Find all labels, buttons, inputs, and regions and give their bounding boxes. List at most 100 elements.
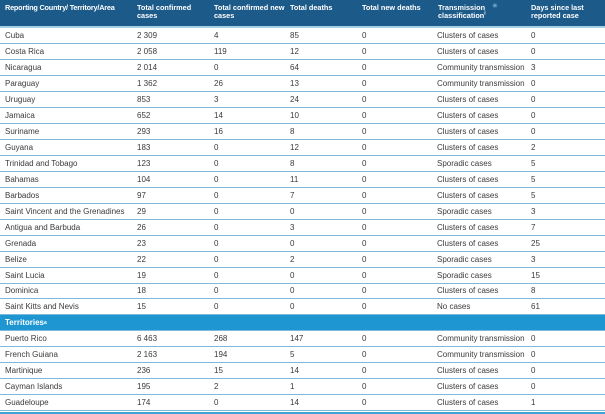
cell-transmission-classification: Clusters of cases (437, 94, 499, 104)
cell-total-confirmed-cases: 236 (137, 366, 151, 376)
table-row: Uruguay 853 3 24 0 Clusters of cases 0 (0, 91, 605, 108)
cell-total-confirmed-new-cases: 0 (214, 286, 219, 296)
table-row: Puerto Rico 6 463 268 147 0 Community transmi… (0, 331, 605, 348)
cell-total-new-deaths: 0 (362, 238, 367, 248)
table-row: Costa Rica 2 058 119 12 0 Clusters of cases 0 (0, 43, 605, 60)
cell-country-name: Paraguay (5, 78, 40, 88)
cell-days-since-last-reported: 3 (531, 206, 536, 216)
cell-transmission-classification: Clusters of cases (437, 238, 499, 248)
cell-total-new-deaths: 0 (362, 110, 367, 120)
cell-total-confirmed-cases: 293 (137, 126, 151, 136)
cell-days-since-last-reported: 5 (531, 190, 536, 200)
cell-country-name: Nicaragua (5, 62, 42, 72)
table-row: Bahamas 104 0 11 0 Clusters of cases 5 (0, 171, 605, 188)
cell-total-confirmed-new-cases: 0 (214, 270, 219, 280)
table-row: Barbados 97 0 7 0 Clusters of cases 5 (0, 187, 605, 204)
table-row: Dominica 18 0 0 0 Clusters of cases 8 (0, 283, 605, 300)
table-row: Martinique 236 15 14 0 Clusters of cases 0 (0, 363, 605, 380)
cell-total-deaths: 3 (290, 222, 295, 232)
cell-days-since-last-reported: 0 (531, 46, 536, 56)
cell-total-deaths: 8 (290, 158, 295, 168)
table-row: Saint Vincent and the Grenadines 29 0 0 0 Spo… (0, 203, 605, 220)
cell-total-confirmed-new-cases: 0 (214, 206, 219, 216)
column-header-days-since-last-reported: Days since last reported case (531, 2, 584, 21)
cell-total-deaths: 11 (290, 174, 299, 184)
cell-days-since-last-reported: 7 (531, 222, 536, 232)
cell-transmission-classification: Clusters of cases (437, 46, 499, 56)
cell-country-name: Saint Vincent and the Grenadines (5, 206, 125, 216)
cell-days-since-last-reported: 8 (531, 286, 536, 296)
cell-total-deaths: 1 (290, 382, 295, 392)
cell-total-deaths: 0 (290, 206, 295, 216)
cell-total-new-deaths: 0 (362, 126, 367, 136)
cell-total-confirmed-cases: 174 (137, 398, 151, 408)
cell-total-confirmed-new-cases: 0 (214, 254, 219, 264)
cell-country-name: Cayman Islands (5, 382, 63, 392)
cell-days-since-last-reported: 0 (531, 366, 536, 376)
column-header-transmission-classification: Transmission classificationi ✳ (435, 0, 528, 26)
cell-transmission-classification: Sporadic cases (437, 206, 492, 216)
cell-transmission-classification: Sporadic cases (437, 270, 492, 280)
cell-country-name: Jamaica (5, 110, 35, 120)
cell-total-confirmed-cases: 19 (137, 270, 146, 280)
table-row: Belize 22 0 2 0 Sporadic cases 3 (0, 251, 605, 268)
cell-total-new-deaths: 0 (362, 286, 367, 296)
cell-total-confirmed-cases: 6 463 (137, 334, 158, 344)
cell-country-name: Costa Rica (5, 46, 45, 56)
cell-total-deaths: 24 (290, 94, 299, 104)
cell-total-confirmed-new-cases: 119 (214, 46, 227, 56)
cell-country-name: Martinique (5, 366, 43, 376)
table-row: Trinidad and Tobago 123 0 8 0 Sporadic cases 5 (0, 155, 605, 172)
cell-transmission-classification: Community transmission (437, 78, 525, 88)
table-row: Cayman Islands 195 2 1 0 Clusters of cases 0 (0, 379, 605, 396)
cell-country-name: Uruguay (5, 94, 36, 104)
cell-total-new-deaths: 0 (362, 302, 367, 312)
cell-total-new-deaths: 0 (362, 158, 367, 168)
table-row: Nicaragua 2 014 0 64 0 Community transmission… (0, 59, 605, 76)
cell-days-since-last-reported: 15 (531, 270, 540, 280)
cell-total-confirmed-cases: 26 (137, 222, 146, 232)
cell-total-deaths: 64 (290, 62, 299, 72)
cell-total-new-deaths: 0 (362, 366, 367, 376)
cell-total-new-deaths: 0 (362, 142, 367, 152)
table-row: French Guiana 2 163 194 5 0 Community transmi… (0, 347, 605, 364)
cell-transmission-classification: Clusters of cases (437, 142, 499, 152)
cell-days-since-last-reported: 0 (531, 94, 536, 104)
cell-total-confirmed-new-cases: 14 (214, 110, 223, 120)
cell-transmission-classification: Clusters of cases (437, 286, 499, 296)
column-header-total-new-deaths: Total new deaths (362, 2, 421, 12)
table-row: Paraguay 1 362 26 13 0 Community transmission… (0, 75, 605, 92)
cell-total-confirmed-new-cases: 0 (214, 174, 219, 184)
cell-total-confirmed-cases: 123 (137, 158, 151, 168)
cell-total-confirmed-new-cases: 2 (214, 382, 219, 392)
cell-days-since-last-reported: 5 (531, 158, 536, 168)
territories-rows: Puerto Rico 6 463 268 147 0 Community transmi… (0, 331, 605, 412)
cell-total-confirmed-new-cases: 15 (214, 366, 223, 376)
cell-total-confirmed-cases: 183 (137, 142, 151, 152)
cell-total-new-deaths: 0 (362, 62, 367, 72)
cell-total-confirmed-new-cases: 268 (214, 334, 228, 344)
table-row: Suriname 293 16 8 0 Clusters of cases 0 (0, 123, 605, 140)
territories-section-header: Territories a (0, 315, 605, 332)
cell-total-new-deaths: 0 (362, 222, 367, 232)
cell-days-since-last-reported: 1 (531, 398, 536, 408)
cell-transmission-classification: Community transmission (437, 350, 525, 360)
transmission-classification-label: Transmission classification (438, 2, 486, 21)
cell-total-confirmed-new-cases: 0 (214, 190, 219, 200)
territories-section-label: Territories (5, 318, 44, 328)
cell-total-confirmed-cases: 2 163 (137, 350, 158, 360)
cell-total-deaths: 8 (290, 126, 295, 136)
column-header-total-confirmed-new-cases: Total confirmed new cases (214, 2, 285, 21)
cell-country-name: Grenada (5, 238, 37, 248)
table-header-row: Reporting Country/ Territory/Area Total … (0, 0, 605, 28)
cell-country-name: Saint Lucia (5, 270, 45, 280)
cell-total-deaths: 0 (290, 238, 295, 248)
cell-total-confirmed-cases: 2 058 (137, 46, 158, 56)
cell-days-since-last-reported: 61 (531, 302, 540, 312)
cell-days-since-last-reported: 0 (531, 110, 536, 120)
column-header-total-deaths: Total deaths (290, 2, 333, 12)
cell-country-name: Bahamas (5, 174, 39, 184)
cell-total-confirmed-cases: 2 309 (137, 30, 158, 40)
cell-total-deaths: 13 (290, 78, 299, 88)
